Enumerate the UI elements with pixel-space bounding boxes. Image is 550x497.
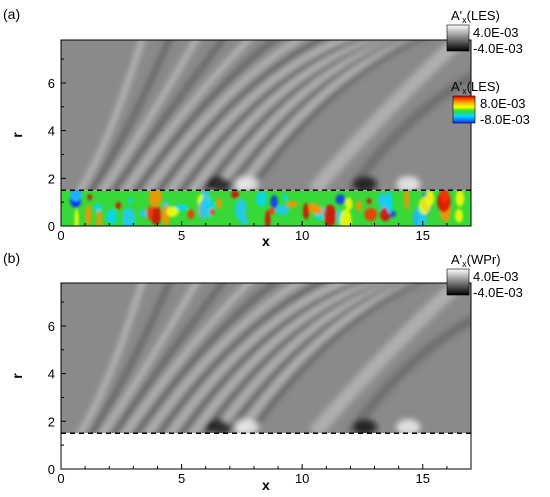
panel-a-xtick-label: 10 xyxy=(295,228,309,243)
panel-b-ytick-label: 6 xyxy=(48,319,55,334)
panel-a-xtick-label: 0 xyxy=(57,228,64,243)
panel-b-ylabel: r xyxy=(9,373,25,379)
panel-b-ytick-label: 0 xyxy=(48,462,55,477)
panel-a-xtick-label: 5 xyxy=(178,228,185,243)
panel-a-ytick-label: 2 xyxy=(48,171,55,186)
panel-a-gray-colorbar: A'x(LES) 4.0E-03 -4.0E-03 xyxy=(446,8,523,56)
panel-a-axes-frame xyxy=(60,39,472,227)
panel-a-wavefronts xyxy=(76,40,471,190)
panel-a-color-colorbar: A'x(LES) 8.0E-03 -8.0E-03 xyxy=(451,79,530,127)
panel-a-ticks: 0 5 10 15 0 2 4 6 xyxy=(48,58,472,243)
panel-a-ytick-label: 0 xyxy=(48,219,55,234)
panel-b-ticks: 0 5 10 15 0 2 4 6 xyxy=(48,301,472,486)
panel-b-ytick-label: 4 xyxy=(48,367,55,382)
panel-a-label: (a) xyxy=(3,6,20,22)
panel-a-ylabel: r xyxy=(9,132,25,138)
panel-b-wavefronts xyxy=(76,283,471,433)
panel-b-xlabel: x xyxy=(262,477,270,493)
panel-b-xtick-label: 5 xyxy=(178,471,185,486)
panel-a: (a) 0 5 10 15 0 2 4 6 x r A'x(LES) 4.0E-03 -4.0… xyxy=(3,6,530,249)
panel-a-gray-colorbar-title: A'x(LES) xyxy=(451,8,500,25)
panel-b-xtick-label: 15 xyxy=(416,471,430,486)
panel-b-gray-colorbar-max: 4.0E-03 xyxy=(473,269,519,284)
panel-b-ytick-label: 2 xyxy=(48,414,55,429)
panel-a-grayscale-field xyxy=(61,40,471,190)
panel-b-grayscale-field xyxy=(61,283,471,433)
panel-b: (b) 0 5 10 15 0 2 4 6 x r A'x(WPr) 4.0E-03 -4.0… xyxy=(3,250,523,493)
panel-a-color-colorbar-max: 8.0E-03 xyxy=(480,96,526,111)
panel-b-axes-frame xyxy=(60,282,472,470)
panel-a-color-field xyxy=(61,190,471,226)
panel-b-xtick-label: 0 xyxy=(57,471,64,486)
panel-b-gray-colorbar-title: A'x(WPr) xyxy=(451,252,501,269)
panel-b-xtick-label: 10 xyxy=(295,471,309,486)
panel-a-ytick-label: 6 xyxy=(48,76,55,91)
panel-b-gray-colorbar-min: -4.0E-03 xyxy=(473,285,523,300)
panel-a-color-colorbar-min: -8.0E-03 xyxy=(480,112,530,127)
panel-a-color-colorbar-title: A'x(LES) xyxy=(451,79,500,96)
panel-b-gray-colorbar: A'x(WPr) 4.0E-03 -4.0E-03 xyxy=(446,252,523,300)
panel-a-gray-colorbar-max: 4.0E-03 xyxy=(473,25,519,40)
panel-a-gray-colorbar-min: -4.0E-03 xyxy=(473,41,523,56)
panel-a-xlabel: x xyxy=(262,233,270,249)
panel-a-ytick-label: 4 xyxy=(48,124,55,139)
panel-a-jet-fluctuations xyxy=(69,190,465,226)
panel-b-label: (b) xyxy=(3,250,20,266)
panel-a-xtick-label: 15 xyxy=(416,228,430,243)
